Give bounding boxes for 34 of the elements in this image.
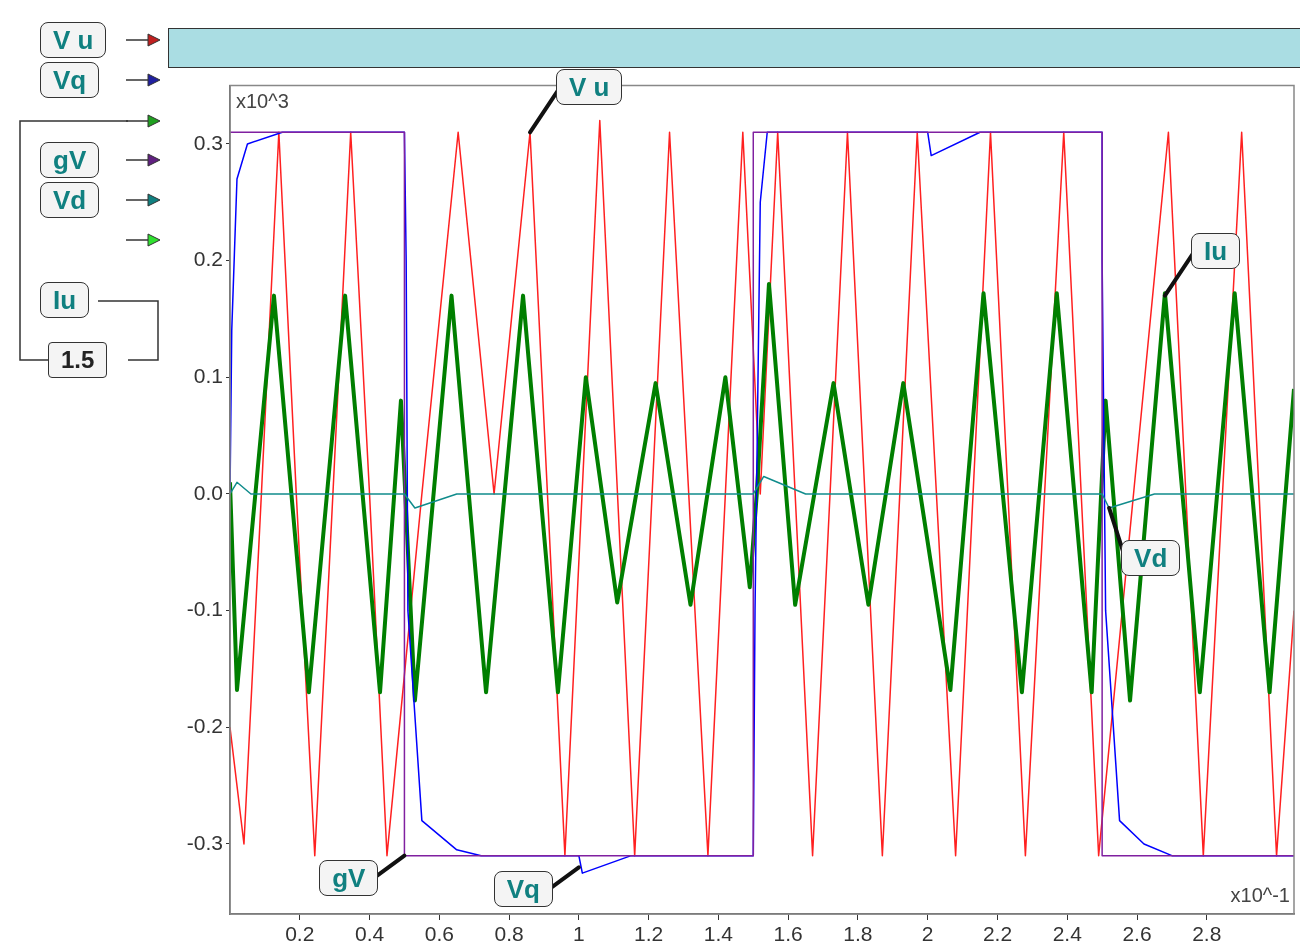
text: Vd: [40, 182, 100, 218]
y-tick-label: 0.0: [193, 480, 223, 504]
x-tick-label: 2.4: [1052, 922, 1083, 942]
x-tick-label: 1.8: [843, 922, 873, 942]
x-axis-title: x10^-1: [1229, 884, 1290, 907]
y-tick-label: -0.1: [186, 597, 223, 621]
y-tick-label: -0.2: [186, 714, 223, 738]
x-tick-label: 1.2: [634, 922, 664, 942]
text: gV: [40, 142, 100, 178]
y-tick-label: 0.1: [193, 364, 223, 388]
annotation: Vd: [1121, 539, 1181, 576]
y-tick-label: -0.3: [186, 830, 223, 854]
annotation: V u: [556, 69, 623, 106]
x-tick-label: 0.2: [285, 922, 315, 942]
annotation: Iu: [1190, 232, 1241, 269]
text: 1.5: [48, 342, 108, 378]
x-tick-label: 2: [921, 922, 934, 942]
text: Iu: [40, 282, 90, 318]
y-tick-label: 0.3: [193, 130, 223, 154]
x-tick-label: 2.6: [1122, 922, 1152, 942]
text: V u: [40, 22, 107, 58]
annotation: Vq: [493, 871, 553, 908]
x-tick-label: 2.8: [1192, 922, 1222, 942]
y-axis-title: x10^3: [236, 89, 289, 113]
x-tick-label: 1.6: [773, 922, 803, 942]
x-tick-label: 0.4: [354, 922, 385, 942]
x-tick-label: 0.8: [494, 922, 524, 942]
x-tick-label: 1: [573, 922, 585, 942]
y-tick-label: 0.2: [193, 247, 223, 271]
text: Vq: [40, 62, 100, 98]
x-tick-label: 2.2: [982, 922, 1013, 942]
x-tick-label: 1.4: [703, 922, 734, 942]
annotation: gV: [319, 859, 379, 896]
x-tick-label: 0.6: [424, 922, 454, 942]
